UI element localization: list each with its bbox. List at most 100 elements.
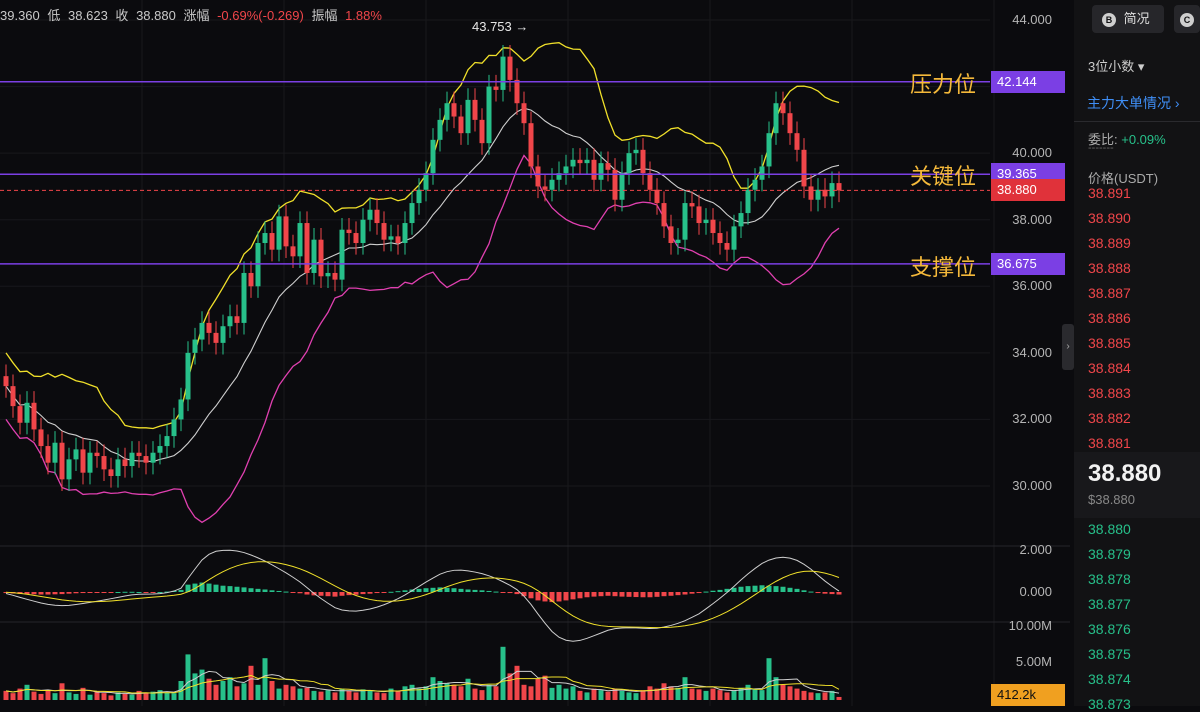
candle-body: [255, 243, 261, 287]
ask-price-row[interactable]: 38.882: [1088, 410, 1131, 426]
macd-bar: [248, 588, 254, 592]
volume-bar: [542, 675, 548, 700]
macd-bar: [24, 592, 30, 595]
candle-body: [94, 452, 100, 457]
candle-body: [276, 216, 282, 250]
candle-body: [759, 166, 765, 180]
decimals-select[interactable]: 3位小数 ▾: [1088, 56, 1144, 75]
ask-price-row[interactable]: 38.884: [1088, 360, 1131, 376]
low-value: 38.623: [68, 8, 108, 23]
macd-bar: [367, 592, 373, 594]
macd-bar: [290, 592, 296, 593]
volume-bar: [591, 688, 597, 700]
volume-bar: [227, 677, 233, 700]
last-price-usd: $38.880: [1088, 492, 1135, 507]
macd-bar: [416, 588, 422, 592]
macd-bar: [80, 592, 86, 594]
candle-body: [472, 99, 478, 120]
bid-price-row[interactable]: 38.877: [1088, 596, 1131, 612]
volume-bar: [472, 688, 478, 700]
macd-bar: [640, 592, 646, 598]
macd-bar: [822, 592, 828, 594]
bid-price-row[interactable]: 38.878: [1088, 571, 1131, 587]
chart-canvas[interactable]: [0, 0, 1070, 706]
candle-body: [766, 133, 772, 167]
candlestick-chart[interactable]: 39.360 低 38.623 收 38.880 涨幅 -0.69%(-0.26…: [0, 0, 1070, 706]
coin-switch-button[interactable]: C: [1174, 5, 1200, 33]
candle-body: [199, 322, 205, 340]
divider: [1074, 121, 1200, 122]
volume-bar: [318, 691, 324, 700]
volume-bar: [136, 690, 142, 700]
bid-price-row[interactable]: 38.875: [1088, 646, 1131, 662]
candle-body: [584, 159, 590, 164]
ask-price-row[interactable]: 38.886: [1088, 310, 1131, 326]
macd-bar: [87, 592, 93, 593]
macd-bar: [115, 592, 121, 593]
volume-bar: [752, 688, 758, 700]
ask-price-row[interactable]: 38.891: [1088, 185, 1131, 201]
macd-bar: [836, 592, 842, 595]
ask-price-row[interactable]: 38.883: [1088, 385, 1131, 401]
volume-bar: [45, 690, 51, 700]
candle-body: [283, 216, 289, 247]
bid-price-row[interactable]: 38.874: [1088, 671, 1131, 687]
candle-body: [171, 419, 177, 437]
volume-ma10-line: [5, 674, 840, 694]
macd-bar: [668, 592, 674, 596]
ask-price-row[interactable]: 38.889: [1088, 235, 1131, 251]
macd-bar: [304, 592, 310, 595]
bid-price-row[interactable]: 38.876: [1088, 621, 1131, 637]
volume-bar: [500, 646, 506, 700]
volume-bar: [346, 690, 352, 700]
macd-bar: [738, 586, 744, 592]
volume-bar: [465, 678, 471, 700]
volume-bar: [94, 691, 100, 700]
candle-body: [675, 239, 681, 244]
volume-bar: [535, 678, 541, 700]
ask-price-row[interactable]: 38.885: [1088, 335, 1131, 351]
macd-bar: [472, 589, 478, 592]
macd-bar: [710, 590, 716, 592]
candle-body: [654, 189, 660, 204]
macd-bar: [633, 592, 639, 598]
big-orders-link[interactable]: 主力大单情况 ›: [1087, 93, 1180, 113]
volume-bar: [206, 678, 212, 700]
commission-ratio: 委比: +0.09%: [1088, 129, 1166, 148]
ask-price-row[interactable]: 38.888: [1088, 260, 1131, 276]
macd-bar: [661, 592, 667, 597]
summary-button[interactable]: B 简况: [1092, 5, 1164, 33]
macd-bar: [360, 592, 366, 595]
macd-bar: [199, 582, 205, 592]
bid-price-row[interactable]: 38.873: [1088, 696, 1131, 712]
candle-body: [66, 459, 72, 480]
volume-bar: [710, 688, 716, 700]
macd-bar: [752, 585, 758, 592]
macd-bar: [794, 588, 800, 592]
candle-body: [570, 159, 576, 167]
bid-price-row[interactable]: 38.879: [1088, 546, 1131, 562]
peak-annotation: 43.753 →: [472, 19, 528, 34]
volume-bar: [332, 692, 338, 700]
bid-price-row[interactable]: 38.880: [1088, 521, 1131, 537]
macd-bar: [577, 592, 583, 599]
volume-bar: [444, 683, 450, 700]
ask-price-row[interactable]: 38.890: [1088, 210, 1131, 226]
macd-dif-line: [5, 549, 840, 642]
candle-body: [822, 189, 828, 197]
macd-bar: [423, 588, 429, 592]
volume-bar: [192, 673, 198, 700]
candle-body: [136, 452, 142, 457]
ask-price-row[interactable]: 38.881: [1088, 435, 1131, 451]
candle-body: [52, 442, 58, 463]
macd-bar: [689, 592, 695, 594]
volume-bar: [416, 688, 422, 700]
volume-bar: [262, 658, 268, 700]
volume-bar: [570, 686, 576, 700]
macd-bar: [626, 592, 632, 597]
volume-bar: [10, 693, 16, 700]
amplitude-value: 1.88%: [345, 8, 382, 23]
panel-collapse-button[interactable]: ›: [1062, 324, 1074, 370]
candle-body: [703, 219, 709, 224]
ask-price-row[interactable]: 38.887: [1088, 285, 1131, 301]
